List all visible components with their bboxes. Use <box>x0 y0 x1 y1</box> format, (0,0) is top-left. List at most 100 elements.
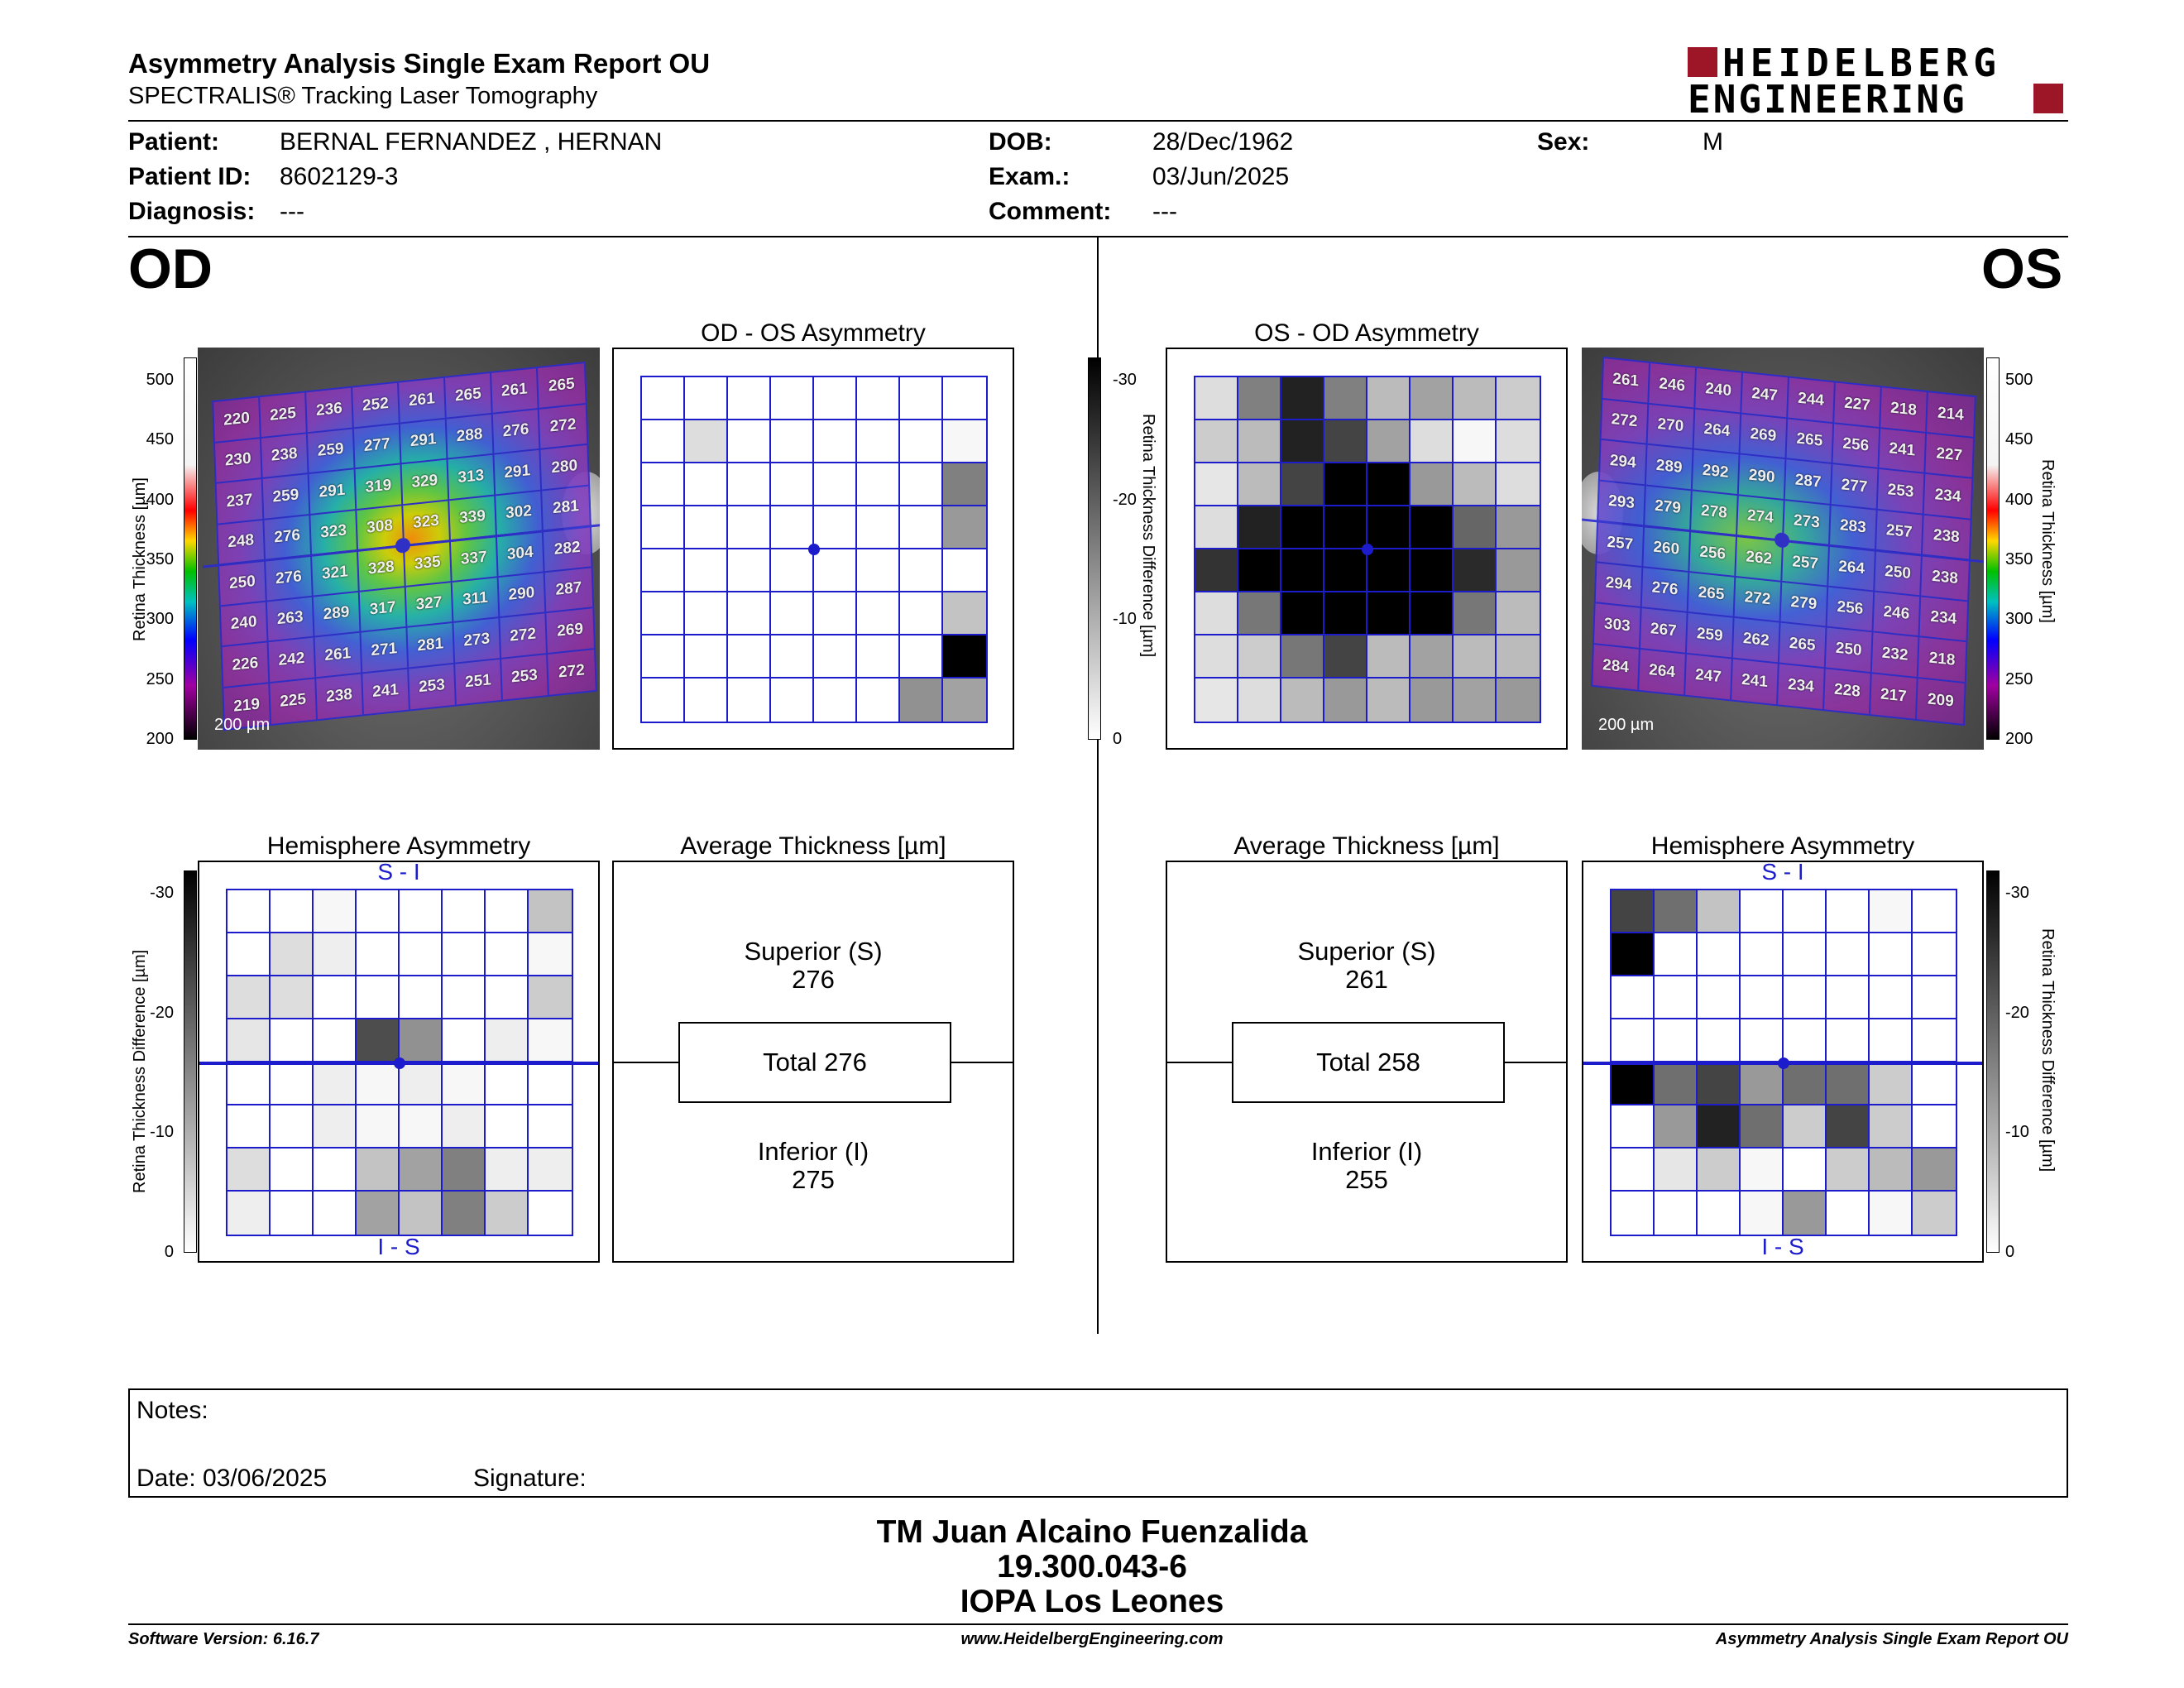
asymmetry-cell <box>1454 549 1497 592</box>
asymmetry-cell <box>1324 377 1367 420</box>
asymmetry-cell <box>400 1019 443 1062</box>
asymmetry-cell <box>228 1019 271 1062</box>
asymmetry-cell <box>486 1105 529 1149</box>
os-avg-panel: Superior (S) 261 Total 258 Inferior (I) … <box>1166 861 1568 1263</box>
asymmetry-cell <box>728 420 771 463</box>
asymmetry-cell <box>486 1192 529 1235</box>
asymmetry-cell <box>314 1019 357 1062</box>
thickness-cell: 279 <box>1645 486 1693 532</box>
thickness-cell: 252 <box>352 382 400 429</box>
scale-tick-label: 350 <box>2005 550 2033 568</box>
asymmetry-cell <box>900 549 943 592</box>
asymmetry-cell <box>1195 679 1238 722</box>
thickness-cell: 227 <box>1925 433 1974 479</box>
thickness-cell: 317 <box>359 587 408 633</box>
thickness-cell: 234 <box>1778 664 1826 710</box>
os-od-asymmetry-title: OS - OD Asymmetry <box>1254 319 1479 347</box>
od-os-asymmetry-title: OD - OS Asymmetry <box>701 319 926 347</box>
thickness-cell: 242 <box>268 637 317 683</box>
thickness-cell: 236 <box>306 387 354 434</box>
od-hemi-title: Hemisphere Asymmetry <box>266 832 531 860</box>
asymmetry-cell <box>771 377 814 420</box>
thickness-cell: 241 <box>362 669 410 715</box>
asymmetry-cell <box>685 592 728 635</box>
asymmetry-cell <box>443 1192 486 1235</box>
asymmetry-cell <box>1324 549 1367 592</box>
od-total-box: Total 276 <box>678 1022 951 1103</box>
asymmetry-cell <box>443 976 486 1019</box>
thickness-cell: 289 <box>1645 444 1694 491</box>
asymmetry-cell <box>443 1149 486 1192</box>
asymmetry-cell <box>857 463 900 506</box>
od-avg-title: Average Thickness [µm] <box>680 832 946 860</box>
thickness-cell: 291 <box>494 449 543 496</box>
asymmetry-cell <box>814 377 857 420</box>
asymmetry-cell <box>486 1062 529 1105</box>
thickness-cell: 272 <box>1601 399 1650 445</box>
asymmetry-cell <box>529 976 572 1019</box>
asymmetry-cell <box>1612 1019 1655 1062</box>
asymmetry-cell <box>1741 1019 1784 1062</box>
asymmetry-cell <box>228 1062 271 1105</box>
asymmetry-cell <box>443 1105 486 1149</box>
asymmetry-cell <box>1827 976 1870 1019</box>
asymmetry-cell <box>1281 549 1324 592</box>
asymmetry-cell <box>1454 420 1497 463</box>
asymmetry-cell <box>486 1019 529 1062</box>
comment: --- <box>1152 198 1177 225</box>
scale-tick-label: -30 <box>2005 884 2029 902</box>
asymmetry-cell <box>400 1149 443 1192</box>
asymmetry-cell <box>1741 1062 1784 1105</box>
asymmetry-cell <box>1454 635 1497 679</box>
asymmetry-cell <box>1784 1105 1827 1149</box>
thickness-cell: 237 <box>216 478 265 525</box>
asymmetry-cell <box>1324 506 1367 549</box>
thickness-cell: 253 <box>409 664 457 710</box>
thickness-cell: 272 <box>539 404 587 450</box>
asymmetry-cell <box>1698 1192 1741 1235</box>
asymmetry-cell <box>1827 1019 1870 1062</box>
thickness-cell: 253 <box>501 654 549 700</box>
asymmetry-cell <box>1827 890 1870 933</box>
asymmetry-cell <box>400 1192 443 1235</box>
asymmetry-cell <box>1612 1149 1655 1192</box>
asymmetry-cell <box>1827 933 1870 976</box>
asymmetry-cell <box>1784 1149 1827 1192</box>
thickness-cell: 302 <box>496 491 544 537</box>
asymmetry-cell <box>1655 1062 1698 1105</box>
asymmetry-cell <box>1870 933 1913 976</box>
asymmetry-cell <box>314 1149 357 1192</box>
thickness-cell: 225 <box>270 678 318 724</box>
asymmetry-cell <box>1238 679 1281 722</box>
thickness-cell: 261 <box>491 368 539 415</box>
asymmetry-cell <box>1698 976 1741 1019</box>
thickness-cell: 262 <box>1732 617 1781 664</box>
thickness-cell: 247 <box>1741 372 1789 419</box>
od-si-label: S - I <box>377 859 420 885</box>
asymmetry-cell <box>1497 377 1540 420</box>
thickness-cell: 328 <box>358 546 406 592</box>
asymmetry-cell <box>1497 592 1540 635</box>
asymmetry-cell <box>1612 1192 1655 1235</box>
asymmetry-cell <box>1612 890 1655 933</box>
exam-label: Exam.: <box>989 163 1070 190</box>
asymmetry-cell <box>1612 1062 1655 1105</box>
thickness-cell: 323 <box>310 510 359 556</box>
thickness-cell: 264 <box>1693 409 1742 455</box>
asymmetry-cell <box>728 463 771 506</box>
asymmetry-cell <box>900 463 943 506</box>
asymmetry-cell <box>486 890 529 933</box>
asymmetry-cell <box>1870 1149 1913 1192</box>
thickness-cell: 226 <box>222 642 271 688</box>
asymmetry-cell <box>314 976 357 1019</box>
scale-tick-label: 200 <box>146 730 174 748</box>
asymmetry-cell <box>1367 377 1410 420</box>
asymmetry-cell <box>900 377 943 420</box>
thickness-cell: 335 <box>405 541 453 587</box>
thickness-cell: 281 <box>542 486 590 532</box>
software-version: Software Version: 6.16.7 <box>128 1630 319 1648</box>
scale-tick-label: -20 <box>1113 490 1137 509</box>
asymmetry-cell <box>642 635 685 679</box>
os-thickness-axis-label: Retina Thickness [µm] <box>2038 459 2057 623</box>
asymmetry-cell <box>1238 506 1281 549</box>
